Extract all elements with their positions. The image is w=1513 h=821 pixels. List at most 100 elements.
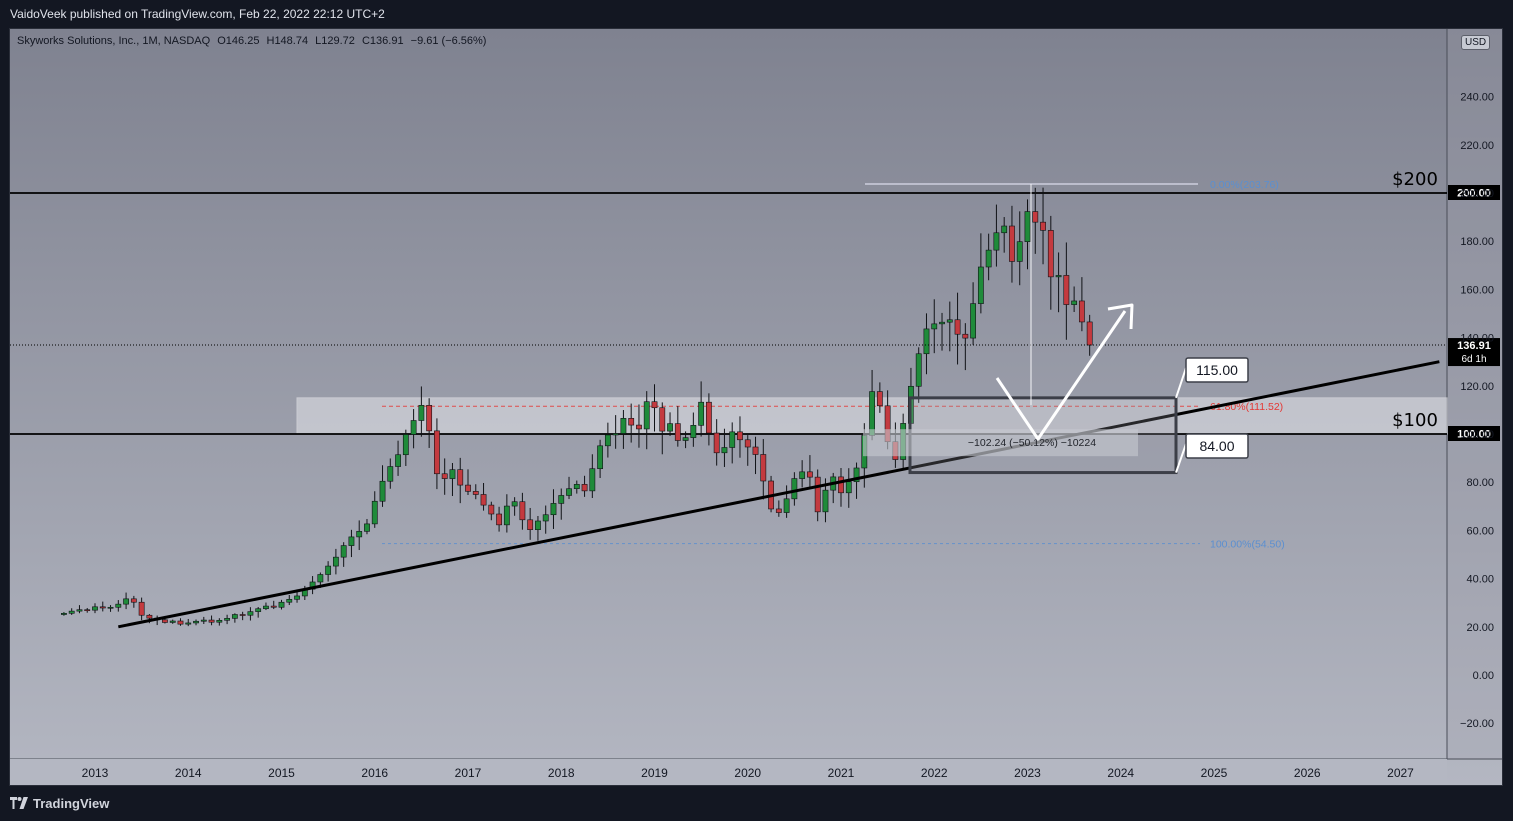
zone-bottom-callout-leader	[1175, 443, 1187, 473]
candle-body	[659, 407, 666, 432]
x-tick-2014: 2014	[175, 766, 202, 780]
candle-body	[674, 423, 681, 441]
candle-body	[985, 249, 992, 268]
time-axis[interactable]	[10, 759, 1447, 786]
candle-body	[177, 620, 184, 625]
candle-body	[434, 430, 440, 475]
candle-body	[146, 614, 153, 619]
candle-body	[1078, 300, 1085, 323]
candle-body	[535, 520, 541, 530]
candle-body	[340, 545, 347, 558]
zone-top-callout-box	[1185, 357, 1249, 383]
price-chart[interactable]: $200 200.00 $100 100.00 0.00%(203.76) 61.80%…	[10, 29, 1503, 786]
candle-body	[705, 401, 712, 434]
candle-body	[402, 434, 409, 456]
fib-label-2: 100.00%(54.50)	[1210, 539, 1285, 551]
candle-body	[200, 619, 207, 622]
candle-body	[457, 469, 464, 486]
candle-body	[231, 614, 238, 619]
legend-open: O146.25	[217, 35, 260, 47]
candle-body	[488, 504, 495, 515]
candle-body	[1047, 230, 1054, 278]
candle-body	[441, 473, 448, 479]
candle-body	[799, 471, 806, 479]
candle-body	[1071, 300, 1078, 305]
y-tick-220: 220.00	[1460, 140, 1494, 152]
candle-body	[84, 609, 91, 611]
candle-body	[915, 353, 922, 387]
candle-body	[946, 319, 953, 323]
publish-bar: VaidoVeek published on TradingView.com, …	[0, 0, 1513, 28]
candle-body	[130, 598, 137, 603]
candle-body	[465, 484, 471, 492]
candle-body	[1016, 241, 1023, 262]
zone-top-callout-text: 115.00	[1196, 362, 1238, 378]
candle-body	[364, 523, 370, 532]
candle-body	[566, 488, 572, 496]
tradingview-brand: TradingView	[33, 795, 110, 811]
measure-label: −102.24 (−50.12%) −10224	[968, 437, 1096, 449]
level-axis-text-200: 200.00	[1457, 188, 1491, 200]
time-axis-labels: 2013 2014 2015 2016 2017 2018 2019 2020 2021 2022…	[82, 766, 1415, 780]
y-tick-40: 40.00	[1466, 574, 1494, 586]
candle-body	[115, 603, 122, 608]
candle-body	[426, 405, 433, 432]
price-axis-labels: −20.00 0.00 20.00 40.00 60.00 80.00 100.00 120.…	[1460, 92, 1494, 731]
zone-bottom-callout-box	[1185, 433, 1249, 459]
y-tick-100: 100.00	[1460, 429, 1494, 441]
candle-body	[527, 519, 534, 530]
candle-body	[418, 405, 425, 421]
x-tick-2017: 2017	[455, 766, 482, 780]
price-axis[interactable]	[1447, 29, 1503, 759]
candle-body	[876, 391, 883, 407]
y-tick-180: 180.00	[1460, 236, 1494, 248]
candle-body	[68, 610, 75, 614]
candle-body	[1032, 211, 1039, 223]
candle-body	[247, 611, 254, 616]
candle-body	[317, 574, 324, 583]
x-tick-2013: 2013	[82, 766, 109, 780]
candle-body	[791, 478, 798, 500]
legend-high: H148.74	[266, 35, 309, 47]
candle-body	[1040, 221, 1046, 231]
candle-body	[651, 401, 658, 409]
chart-frame[interactable]: $200 200.00 $100 100.00 0.00%(203.76) 61.80%…	[9, 28, 1503, 786]
candle-body	[123, 598, 129, 605]
candle-body	[558, 495, 565, 504]
level-axis-tag-100	[1448, 426, 1500, 441]
candle-body	[845, 481, 852, 494]
y-tick-160: 160.00	[1460, 284, 1494, 296]
candle-body	[636, 424, 642, 430]
candle-body	[667, 423, 673, 432]
tradingview-logo[interactable]: TradingView	[10, 795, 109, 811]
measure-box	[863, 429, 1138, 457]
y-tick-140: 140.00	[1460, 333, 1494, 345]
candle-body	[519, 501, 526, 521]
candle-body	[496, 513, 502, 526]
candle-body	[643, 401, 650, 430]
last-price-value: 136.91	[1457, 340, 1491, 352]
candle-body	[838, 476, 844, 494]
legend-change: −9.61 (−6.56%)	[410, 35, 487, 47]
candle-body	[713, 432, 720, 454]
candle-body	[99, 606, 106, 609]
x-tick-2025: 2025	[1201, 766, 1228, 780]
candle-body	[270, 605, 277, 608]
candle-body	[138, 601, 145, 616]
candle-body	[993, 232, 1000, 251]
y-tick-120: 120.00	[1460, 381, 1494, 393]
candle-body	[628, 418, 635, 426]
legend-symbol: Skyworks Solutions, Inc., 1M, NASDAQ	[17, 35, 211, 47]
candle-body	[224, 618, 231, 621]
candle-body	[612, 433, 619, 436]
level-label-100: $100	[1392, 410, 1438, 431]
currency-badge[interactable]: USD	[1461, 35, 1491, 50]
last-price-countdown: 6d 1h	[1461, 354, 1486, 365]
y-tick-80: 80.00	[1466, 477, 1494, 489]
candle-body	[294, 595, 300, 600]
candle-body	[255, 608, 262, 612]
last-price-tag	[1448, 338, 1500, 367]
x-tick-2016: 2016	[361, 766, 388, 780]
candle-body	[822, 489, 829, 513]
zone-top-callout-leader	[1175, 367, 1187, 399]
